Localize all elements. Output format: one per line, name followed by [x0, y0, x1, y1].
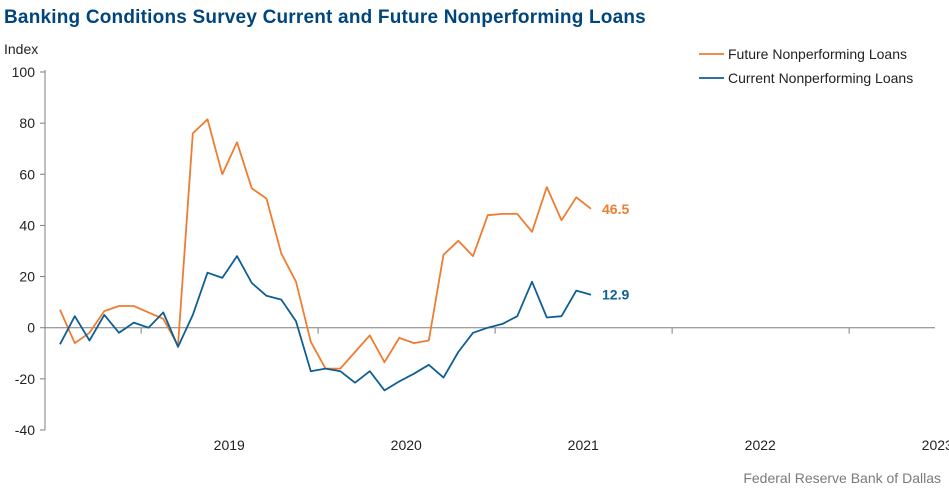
- source-note: Federal Reserve Bank of Dallas: [743, 470, 941, 486]
- y-tick-label: 100: [12, 64, 36, 80]
- legend-label: Current Nonperforming Loans: [728, 70, 913, 86]
- chart-series: [59, 118, 592, 392]
- x-tick-label: 2019: [214, 437, 245, 453]
- y-axis-title: Index: [4, 41, 38, 57]
- y-tick-label: 40: [19, 217, 35, 233]
- y-tick-label: -20: [15, 371, 35, 387]
- y-tick-label: 0: [27, 320, 35, 336]
- series-line-current: [59, 255, 592, 392]
- y-tick-label: 80: [19, 115, 35, 131]
- y-tick-label: 20: [19, 269, 35, 285]
- x-tick-label: 2023: [922, 437, 949, 453]
- x-tick-label: 2022: [745, 437, 776, 453]
- chart-title: Banking Conditions Survey Current and Fu…: [4, 7, 646, 28]
- chart-axes: [40, 70, 935, 431]
- x-tick-label: 2020: [391, 437, 422, 453]
- series-line-future: [59, 118, 592, 370]
- legend-label: Future Nonperforming Loans: [728, 46, 907, 62]
- chart-labels: -40 -20 0 20 40 60 80 100 2019 2020 2021 2022 2023 In…: [4, 41, 949, 453]
- end-value-label: 12.9: [602, 287, 629, 303]
- end-value-label: 46.5: [602, 201, 629, 217]
- y-tick-label: -40: [15, 422, 35, 438]
- x-tick-label: 2021: [568, 437, 599, 453]
- chart-legend: Future Nonperforming Loans Current Nonper…: [699, 46, 913, 86]
- y-tick-label: 60: [19, 166, 35, 182]
